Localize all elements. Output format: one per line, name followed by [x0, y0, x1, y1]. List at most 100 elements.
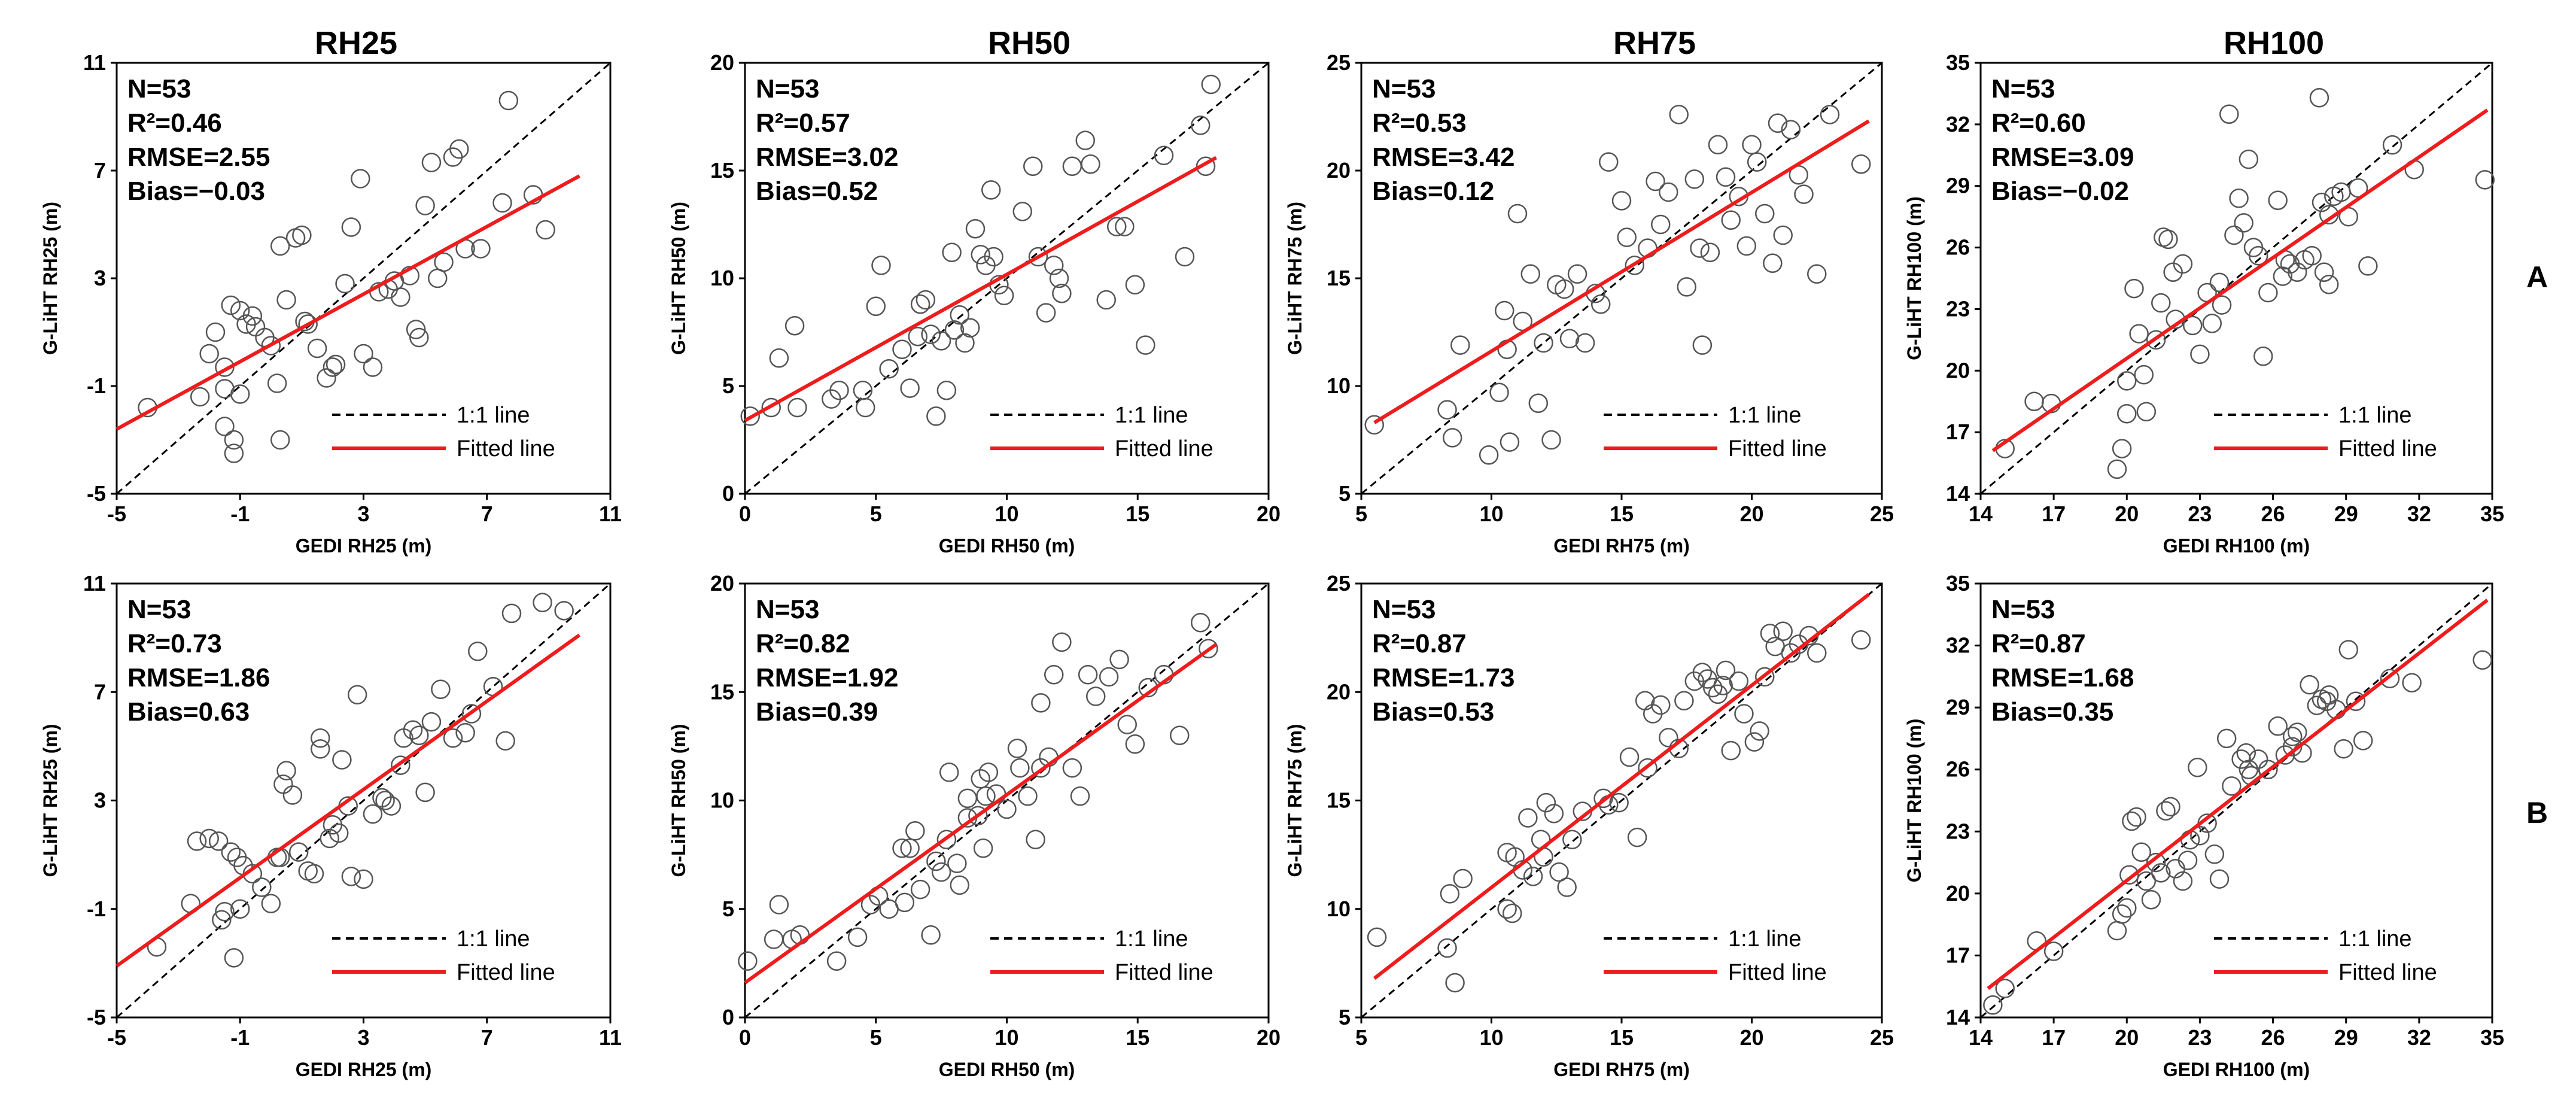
data-point: [1479, 445, 1499, 465]
data-point: [205, 322, 226, 342]
y-tick-label: 10: [1327, 897, 1351, 921]
panel-a-rh100: 14 17 20 23 26 29 32 35 14 17 20 23 26 29 32 35 GEDI RH1…: [1903, 50, 2504, 557]
data-point: [1450, 335, 1470, 355]
data-point: [1078, 665, 1098, 685]
data-point: [403, 720, 423, 740]
data-point: [1136, 335, 1155, 355]
x-axis-label: GEDI RH100 (m): [2163, 1059, 2310, 1080]
data-point: [1031, 758, 1051, 778]
x-tick-label: 20: [1257, 1025, 1281, 1050]
data-point: [939, 762, 959, 782]
fitted-line: [1991, 108, 2489, 452]
x-axis-label: GEDI RH75 (m): [1553, 535, 1690, 557]
data-point: [1495, 300, 1514, 321]
data-point: [2119, 865, 2139, 885]
data-point: [1175, 247, 1195, 267]
data-point: [2188, 758, 2207, 777]
data-point: [335, 274, 355, 294]
one-to-one-line: [116, 582, 611, 1019]
data-point: [892, 339, 912, 360]
data-point: [879, 359, 899, 379]
x-axis-label: GEDI RH25 (m): [296, 1059, 432, 1080]
data-point: [351, 169, 370, 189]
data-point: [1023, 156, 1043, 177]
data-point: [1191, 116, 1211, 135]
data-point: [292, 225, 312, 245]
data-point: [1099, 667, 1119, 687]
data-point: [1440, 884, 1460, 904]
x-tick-label: -1: [230, 502, 250, 526]
x-tick-label: 35: [2480, 1025, 2504, 1050]
data-point: [1995, 979, 2015, 998]
data-point: [332, 750, 352, 770]
data-point: [1196, 156, 1216, 177]
data-point: [2253, 347, 2273, 366]
data-point: [1555, 279, 1574, 299]
legend-one-to-one-label: 1:1 line: [1728, 403, 1802, 428]
data-point: [2204, 844, 2225, 864]
data-point: [449, 139, 469, 159]
y-tick-label: 10: [1327, 373, 1351, 398]
data-point: [461, 704, 482, 724]
y-axis-label: G-LiHT RH100 (m): [1903, 196, 1925, 360]
data-point: [347, 685, 367, 705]
data-point: [2309, 88, 2329, 108]
data-point: [1807, 643, 1827, 663]
data-point: [853, 380, 873, 400]
data-point: [1611, 191, 1632, 211]
data-point: [1659, 728, 1678, 748]
legend-one-to-one-label: 1:1 line: [457, 403, 530, 428]
stat-bias: Bias=0.52: [756, 177, 878, 206]
y-tick-label: 20: [1946, 881, 1970, 906]
stat-rmse: RMSE=3.09: [1991, 142, 2134, 172]
y-tick-label: 15: [1327, 788, 1351, 813]
data-point: [375, 791, 395, 810]
x-tick-label: 14: [1969, 1025, 1993, 1050]
x-tick-label: 35: [2480, 502, 2504, 526]
data-point: [2288, 262, 2307, 282]
data-point: [2239, 149, 2259, 169]
data-point: [1562, 830, 1582, 849]
data-point: [965, 218, 986, 239]
data-point: [1018, 786, 1038, 806]
data-point: [978, 762, 999, 782]
x-tick-label: 3: [357, 1025, 369, 1050]
data-point: [298, 314, 318, 334]
y-axis-label: G-LiHT RH50 (m): [668, 202, 689, 355]
data-point: [2202, 314, 2222, 333]
data-point: [2136, 402, 2157, 422]
data-point: [1549, 862, 1569, 882]
data-point: [921, 925, 941, 945]
data-point: [2222, 776, 2242, 796]
data-point: [1567, 264, 1587, 284]
data-point: [1445, 973, 1465, 993]
legend-fitted-label: Fitted line: [1728, 436, 1827, 461]
data-point: [971, 245, 990, 265]
stat-n: N=53: [1372, 595, 1435, 624]
data-point: [1690, 238, 1710, 258]
x-tick-label: 5: [870, 502, 882, 526]
data-point: [224, 948, 244, 968]
data-point: [1125, 734, 1145, 754]
data-point: [2302, 246, 2322, 266]
data-point: [2136, 871, 2157, 891]
data-point: [892, 838, 912, 858]
x-tick-label: 26: [2261, 1025, 2285, 1050]
x-tick-label: -5: [107, 502, 126, 526]
y-tick-label: 25: [1327, 571, 1351, 596]
data-point: [2258, 759, 2278, 779]
data-point: [2161, 797, 2180, 817]
data-point: [536, 220, 555, 240]
data-point: [1520, 264, 1540, 284]
data-point: [1619, 747, 1640, 767]
data-point: [1684, 169, 1705, 189]
data-point: [2209, 869, 2230, 889]
data-point: [1031, 693, 1051, 713]
data-point: [2043, 941, 2064, 961]
data-point: [468, 642, 488, 661]
data-point: [1851, 154, 1871, 174]
data-point: [2151, 863, 2171, 883]
y-tick-label: 14: [1946, 1005, 1970, 1029]
panel-b-rh50: 0 5 10 15 20 0 5 10 15 20 GEDI RH50 (m) G-LiHT RH50…: [668, 571, 1281, 1080]
data-point: [1651, 695, 1671, 715]
